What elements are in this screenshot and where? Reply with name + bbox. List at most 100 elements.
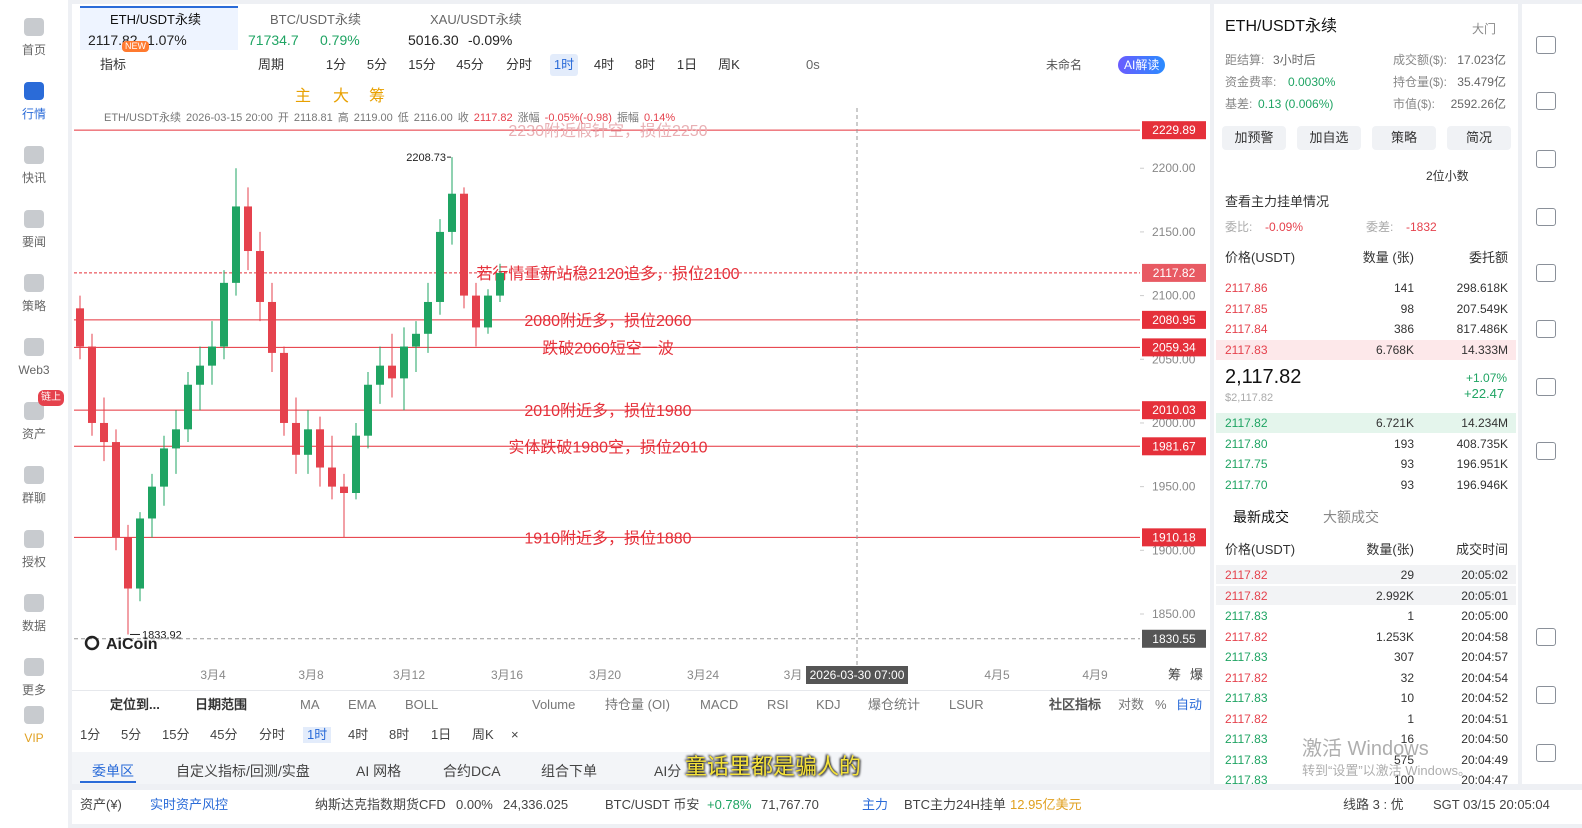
main-tool[interactable]: 主: [295, 88, 312, 105]
timeframe[interactable]: 1时: [550, 54, 578, 76]
period-button[interactable]: 周期: [258, 57, 285, 72]
bottom-tab[interactable]: AI 网格: [356, 763, 402, 779]
level-note: 跌破2060短空一波: [542, 339, 674, 357]
layout-name[interactable]: 未命名: [1046, 58, 1083, 72]
timeframe[interactable]: 45分: [456, 57, 484, 72]
level-note: 若行情重新站稳2120追多，损位2100: [476, 265, 739, 283]
timeframe[interactable]: 周K: [718, 57, 740, 72]
status-item: 线路 3 : 优: [1343, 797, 1404, 812]
auto-toggle[interactable]: 自动: [1176, 697, 1203, 712]
indicator[interactable]: KDJ: [816, 697, 841, 712]
bottom-tab[interactable]: 委单区: [92, 763, 134, 779]
timeframe[interactable]: 1日: [676, 57, 698, 72]
timeframe[interactable]: 45分: [210, 727, 238, 742]
nav-item[interactable]: 更多: [21, 683, 46, 697]
badge: NEW: [122, 41, 149, 52]
trade-highlight: [1216, 565, 1516, 584]
nav-item[interactable]: 群聊: [21, 491, 46, 505]
indicator[interactable]: BOLL: [405, 697, 439, 712]
bottom-tab[interactable]: AI分: [654, 763, 682, 779]
indicator[interactable]: 持仓量 (OI): [605, 697, 670, 712]
trade-row: 1: [1407, 711, 1414, 726]
panel-button[interactable]: 加预警: [1234, 130, 1274, 145]
nav-item[interactable]: 资产: [21, 427, 46, 441]
x-tick-label: 3月4: [200, 668, 226, 682]
candle-body: [448, 193, 456, 232]
bottom-tab[interactable]: 合约DCA: [443, 763, 501, 779]
bottom-tab[interactable]: 自定义指标/回测/实盘: [176, 763, 310, 779]
ask-row: 6.768K: [1375, 342, 1414, 357]
bid-row: 93: [1400, 477, 1414, 492]
decimals-select[interactable]: 2位小数: [1426, 169, 1469, 183]
bottom-tab[interactable]: 组合下单: [541, 763, 597, 779]
nav-item[interactable]: 行情: [21, 107, 46, 121]
log-toggle[interactable]: 对数: [1118, 697, 1145, 712]
stat-value: 0.0030%: [1288, 75, 1336, 89]
nav-item[interactable]: 要闻: [21, 235, 46, 249]
timeframe[interactable]: 5分: [366, 57, 388, 72]
nav-item[interactable]: 数据: [21, 619, 46, 633]
timeframe[interactable]: 1分: [325, 57, 347, 72]
tab-name[interactable]: BTC/USDT永续: [270, 12, 362, 27]
indicator[interactable]: LSUR: [949, 697, 984, 712]
panel-button[interactable]: 加自选: [1309, 130, 1349, 145]
trade-tab[interactable]: 大额成交: [1323, 509, 1379, 525]
ai-button[interactable]: AI解读: [1118, 56, 1166, 74]
status-item: 实时资产风控: [150, 797, 229, 812]
main-tool[interactable]: 筹: [369, 88, 386, 105]
tab-name[interactable]: ETH/USDT永续: [110, 12, 202, 27]
panel-button[interactable]: 策略: [1390, 130, 1417, 145]
divider: [72, 690, 1210, 691]
nav-item[interactable]: 策略: [21, 299, 46, 313]
timeframe[interactable]: 15分: [408, 57, 436, 72]
candle-body: [244, 206, 252, 252]
timeframe[interactable]: 8时: [634, 57, 656, 72]
nav-item[interactable]: 首页: [21, 43, 46, 57]
candle-body: [376, 365, 384, 385]
indicator[interactable]: 爆仓统计: [868, 697, 921, 712]
nav-icon: [24, 402, 44, 420]
timeframe[interactable]: 5分: [121, 727, 142, 742]
depth-link[interactable]: 查看主力挂单情况: [1225, 194, 1330, 209]
candle-body: [268, 301, 276, 353]
nav-item[interactable]: 快讯: [21, 171, 46, 185]
indicator[interactable]: Volume: [532, 697, 576, 712]
timeframe[interactable]: ×: [511, 727, 519, 742]
trade-row: 1.253K: [1375, 629, 1414, 644]
indicator[interactable]: MA: [300, 697, 320, 712]
indicator[interactable]: EMA: [348, 697, 377, 712]
timeframe[interactable]: 周K: [472, 727, 494, 742]
timeframe[interactable]: 8时: [389, 727, 410, 742]
timeframe[interactable]: 1日: [431, 727, 452, 742]
timeframe[interactable]: 1时: [303, 727, 332, 743]
timeframe[interactable]: 1分: [80, 727, 101, 742]
rail-icon: [1536, 744, 1556, 762]
nav-item[interactable]: 授权: [21, 555, 46, 569]
candle-body: [472, 295, 480, 328]
timeframe[interactable]: 4时: [593, 57, 615, 72]
panel-button[interactable]: 简况: [1465, 130, 1492, 145]
tab-change: 1.07%: [147, 32, 187, 48]
locate-button[interactable]: 定位到...: [110, 697, 160, 712]
candle-body: [196, 365, 204, 385]
timeframe[interactable]: 分时: [505, 57, 532, 72]
exchange-link[interactable]: 大门: [1472, 22, 1497, 36]
indicator-button[interactable]: 指标: [100, 57, 127, 72]
tab-name[interactable]: XAU/USDT永续: [430, 12, 522, 27]
main-tool[interactable]: 大: [333, 88, 350, 105]
nav-item[interactable]: Web3: [18, 363, 50, 377]
community-indicators[interactable]: 社区指标: [1049, 697, 1102, 712]
percent-toggle[interactable]: %: [1155, 697, 1167, 712]
stat-label: 持仓量($):: [1393, 75, 1448, 89]
candle-body: [160, 448, 168, 487]
y-tick-label: 2200.00: [1152, 161, 1196, 175]
timeframe[interactable]: 4时: [348, 727, 369, 742]
indicator[interactable]: MACD: [700, 697, 739, 712]
date-range[interactable]: 日期范围: [195, 697, 248, 712]
nav-item[interactable]: VIP: [24, 731, 44, 745]
timeframe[interactable]: 15分: [162, 727, 190, 742]
trade-tab[interactable]: 最新成交: [1233, 509, 1289, 525]
candle-body: [100, 422, 108, 443]
timeframe[interactable]: 分时: [259, 727, 286, 742]
indicator[interactable]: RSI: [767, 697, 789, 712]
